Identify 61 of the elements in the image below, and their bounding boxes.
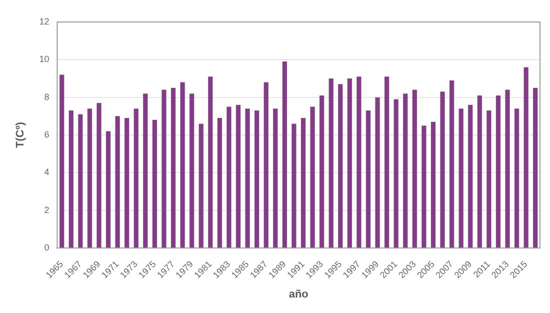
- bar: [245, 108, 250, 248]
- bar: [180, 82, 185, 248]
- bar: [375, 97, 380, 248]
- bar: [468, 104, 473, 248]
- y-tick-label: 0: [44, 242, 50, 252]
- y-tick-label: 6: [44, 129, 50, 140]
- bar: [106, 131, 111, 248]
- bar: [486, 110, 492, 248]
- bar: [440, 92, 445, 248]
- y-tick-label: 8: [44, 92, 50, 102]
- bar: [328, 78, 334, 248]
- bar: [264, 82, 268, 248]
- y-axis-title: T(Cº): [14, 122, 27, 148]
- bar: [338, 84, 343, 248]
- bar: [254, 110, 260, 248]
- bar: [226, 106, 232, 248]
- bar: [236, 104, 241, 248]
- bar: [60, 74, 64, 248]
- bar: [524, 67, 528, 248]
- bar: [496, 95, 501, 248]
- bar: [217, 118, 222, 248]
- bar: [78, 114, 83, 248]
- bar: [300, 118, 306, 248]
- bar: [162, 90, 166, 248]
- bar: [190, 94, 194, 248]
- bar: [273, 108, 278, 248]
- bar: [134, 108, 138, 248]
- bar: [412, 90, 417, 248]
- bar: [198, 124, 204, 248]
- y-tick-label: 12: [39, 16, 50, 26]
- bar: [208, 76, 213, 248]
- bar: [533, 88, 538, 248]
- bar: [422, 126, 426, 248]
- bar: [96, 102, 102, 248]
- bar: [310, 106, 315, 248]
- bar: [68, 110, 74, 248]
- bar: [430, 122, 436, 248]
- bar: [115, 116, 120, 248]
- bar: [124, 118, 130, 248]
- bar: [347, 78, 352, 248]
- bar: [458, 108, 464, 248]
- bar: [394, 99, 398, 248]
- y-tick-label: 10: [39, 54, 50, 64]
- bar: [356, 76, 362, 248]
- bar: [320, 95, 324, 248]
- bar: [450, 80, 454, 248]
- bar: [514, 108, 520, 248]
- bar: [170, 88, 176, 248]
- bar: [403, 94, 408, 248]
- bar: [152, 120, 157, 248]
- bar: [292, 124, 296, 248]
- x-axis-title: año: [288, 288, 309, 300]
- bar: [366, 110, 371, 248]
- bar: [505, 90, 510, 248]
- bar: [477, 95, 482, 248]
- y-tick-label: 4: [44, 167, 50, 178]
- bar: [384, 76, 390, 248]
- bar: [87, 108, 92, 248]
- y-tick-label: 2: [44, 204, 50, 215]
- bar: [143, 94, 148, 248]
- bar: [282, 62, 287, 248]
